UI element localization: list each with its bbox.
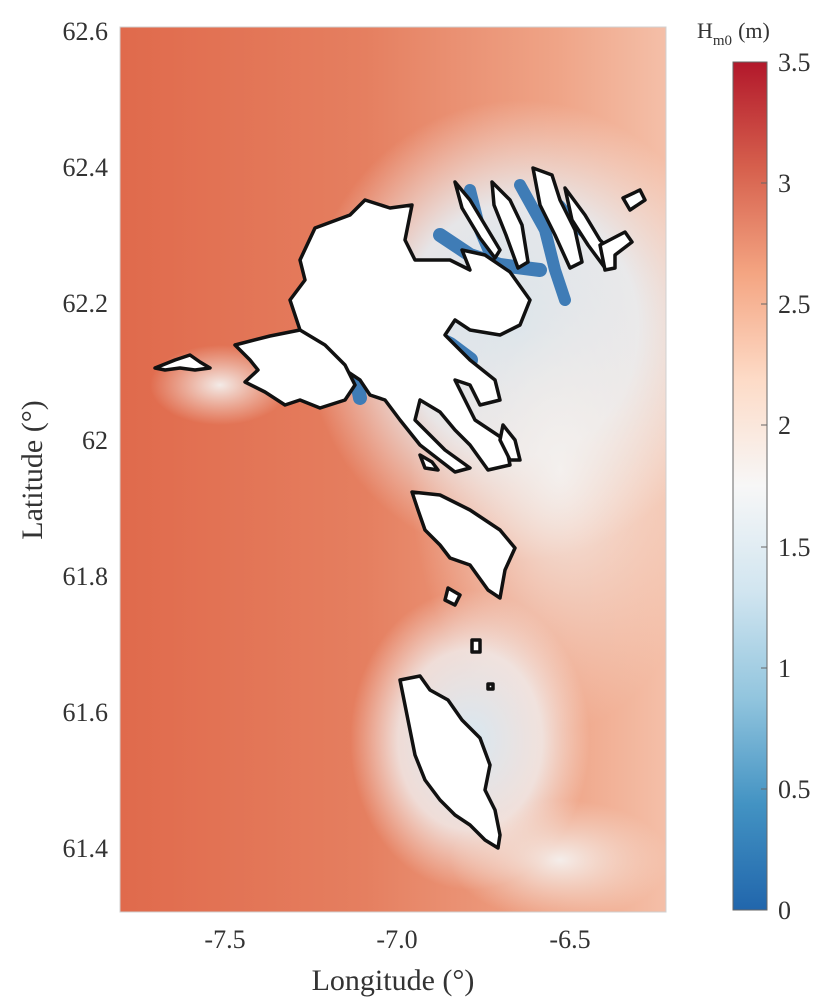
island-fugloy bbox=[598, 230, 634, 272]
colorbar-tick-label: 1 bbox=[778, 654, 791, 683]
y-tick-label: 62.6 bbox=[63, 17, 109, 46]
x-tick-label: -7.5 bbox=[204, 925, 245, 954]
colorbar-title: Hm0 (m) bbox=[697, 18, 770, 49]
plot-frame bbox=[119, 26, 667, 913]
island-litla-dimun bbox=[486, 682, 495, 691]
island-hestur-koltur bbox=[418, 453, 440, 472]
y-tick-label: 61.6 bbox=[63, 698, 109, 727]
colorbar-ticks bbox=[761, 61, 767, 911]
colorbar-tick-label: 3.5 bbox=[778, 48, 811, 77]
colorbar-title-subscript: m0 bbox=[713, 33, 732, 49]
x-axis-label: Longitude (°) bbox=[312, 964, 475, 997]
colorbar-tick-label: 0 bbox=[778, 896, 791, 925]
map-plot-area bbox=[120, 27, 666, 912]
coastline-land bbox=[153, 166, 647, 850]
colorbar-title-unit: (m) bbox=[738, 18, 770, 43]
y-tick-label: 62 bbox=[82, 426, 108, 455]
colorbar-tick-label: 2.5 bbox=[778, 290, 811, 319]
fjord-channel bbox=[514, 179, 571, 306]
colorbar-tick-labels: 0 0.5 1 1.5 2 2.5 3 3.5 bbox=[778, 48, 811, 925]
island-stora-dimun bbox=[470, 638, 482, 654]
island-suduroy bbox=[398, 674, 502, 850]
island-mykines bbox=[153, 353, 212, 372]
colorbar-tick-label: 1.5 bbox=[778, 533, 811, 562]
island-bordoy bbox=[531, 166, 584, 270]
y-tick-label: 61.8 bbox=[63, 562, 109, 591]
x-tick-label: -7.0 bbox=[376, 925, 417, 954]
y-tick-labels: 61.4 61.6 61.8 62 62.2 62.4 62.6 bbox=[63, 17, 109, 863]
x-tick-label: -6.5 bbox=[549, 925, 590, 954]
colorbar: Hm0 (m) 0 0.5 1 1.5 2 2.5 3 3.5 bbox=[697, 18, 811, 925]
wave-shadow-south-tail bbox=[450, 800, 666, 912]
colorbar-tick-label: 3 bbox=[778, 169, 791, 198]
island-kalsoy bbox=[453, 180, 502, 260]
island-vagar bbox=[233, 328, 357, 410]
colorbar-tick-label: 2 bbox=[778, 411, 791, 440]
island-skuvoy bbox=[443, 586, 462, 607]
y-axis-label: Latitude (°) bbox=[16, 400, 49, 539]
colorbar-gradient bbox=[732, 61, 768, 911]
island-sandoy bbox=[410, 490, 517, 600]
y-tick-label: 62.4 bbox=[63, 153, 109, 182]
island-svinoy bbox=[621, 188, 647, 212]
y-tick-label: 62.2 bbox=[63, 289, 109, 318]
colorbar-title-symbol: H bbox=[697, 18, 713, 43]
x-tick-labels: -7.5 -7.0 -6.5 bbox=[204, 925, 590, 954]
island-streymoy-eysturoy bbox=[288, 198, 532, 474]
island-nolsoy bbox=[498, 423, 522, 462]
colorbar-tick-label: 0.5 bbox=[778, 775, 811, 804]
y-tick-label: 61.4 bbox=[63, 834, 109, 863]
island-kunoy bbox=[490, 180, 530, 270]
